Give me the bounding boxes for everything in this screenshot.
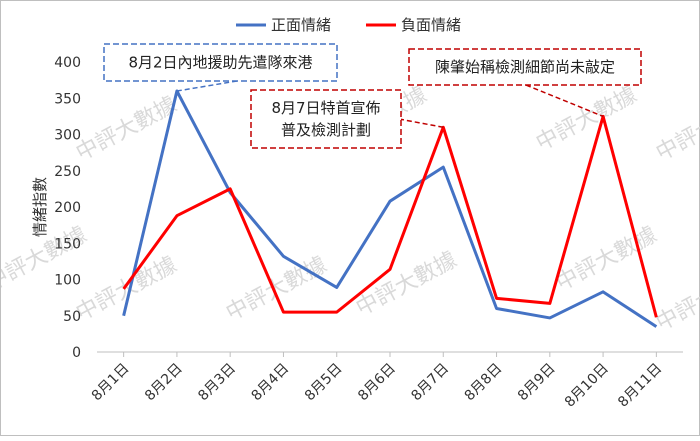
annotation-box xyxy=(103,43,338,82)
x-tick-label: 8月6日 xyxy=(355,361,399,405)
annotation-text: 普及檢測計劃 xyxy=(281,121,371,139)
y-tick-label: 100 xyxy=(54,273,81,289)
watermark-text: 中評大數據 xyxy=(72,253,181,327)
series-line-negative xyxy=(122,114,658,318)
data-point xyxy=(495,307,498,310)
data-point xyxy=(655,325,658,328)
data-point xyxy=(282,311,285,314)
annotation-text: 8月7日特首宣佈 xyxy=(271,99,380,117)
data-point xyxy=(175,214,178,217)
annotation-leader xyxy=(176,80,238,92)
data-point xyxy=(548,316,551,319)
series-line-positive xyxy=(122,89,658,328)
x-tick-label: 8月5日 xyxy=(302,361,346,405)
annotation-leader xyxy=(525,84,604,118)
y-tick-label: 300 xyxy=(54,128,81,144)
y-tick-label: 150 xyxy=(54,236,81,252)
x-tick-label: 8月1日 xyxy=(89,361,133,405)
annotation-box xyxy=(250,89,402,149)
series-layer xyxy=(122,89,658,328)
data-point xyxy=(495,297,498,300)
y-tick-label: 0 xyxy=(72,345,81,361)
data-point xyxy=(122,314,125,317)
legend-label-positive: 正面情緒 xyxy=(271,16,331,34)
data-point xyxy=(602,290,605,293)
y-tick-label: 250 xyxy=(54,164,81,180)
x-tick-label: 8月8日 xyxy=(462,361,506,405)
data-point xyxy=(389,200,392,203)
legend: 正面情緒 負面情緒 xyxy=(236,16,461,34)
x-tick-label: 8月11日 xyxy=(615,361,665,411)
watermark-text: 中評大數據 xyxy=(352,248,461,322)
watermark-text: 中評大數據 xyxy=(652,263,700,337)
y-tick-label: 200 xyxy=(54,200,81,216)
data-point xyxy=(442,166,445,169)
annotation-text: 8月2日內地援助先遣隊來港 xyxy=(128,54,312,72)
watermark-text: 中評大數據 xyxy=(222,253,331,327)
annotation-text: 陳肇始稱檢測細節尚未敲定 xyxy=(435,58,615,76)
x-tick-label: 8月3日 xyxy=(195,361,239,405)
x-tick-label: 8月2日 xyxy=(142,361,186,405)
data-point xyxy=(389,268,392,271)
data-point xyxy=(122,287,125,290)
y-tick-label: 400 xyxy=(54,55,81,71)
y-tick-label: 350 xyxy=(54,91,81,107)
annotation-box xyxy=(408,48,642,86)
x-tick-label: 8月10日 xyxy=(562,361,612,411)
data-point xyxy=(229,187,232,190)
data-point xyxy=(335,286,338,289)
x-tick-label: 8月7日 xyxy=(408,361,452,405)
watermark-text: 中評大數據 xyxy=(652,93,700,167)
legend-label-negative: 負面情緒 xyxy=(401,16,461,34)
y-axis-label: 情緒指數 xyxy=(31,177,49,237)
data-point xyxy=(655,316,658,319)
x-tick-label: 8月9日 xyxy=(515,361,559,405)
x-tick-label: 8月4日 xyxy=(249,361,293,405)
annotation-leader xyxy=(398,118,444,128)
y-tick-label: 50 xyxy=(63,309,81,325)
data-point xyxy=(548,302,551,305)
data-point xyxy=(282,255,285,258)
data-point xyxy=(335,311,338,314)
watermark-text: 中評大數據 xyxy=(72,93,181,167)
